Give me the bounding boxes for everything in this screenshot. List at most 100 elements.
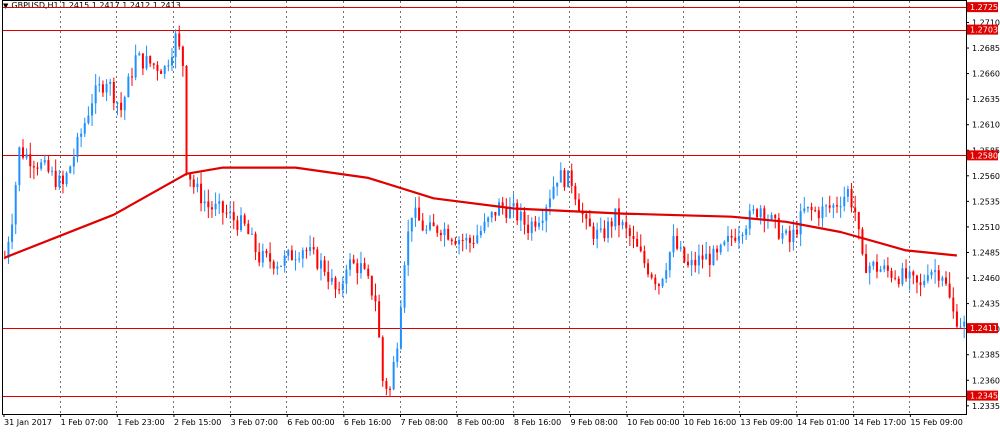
candle-body bbox=[745, 228, 748, 235]
candle-body bbox=[694, 259, 697, 266]
candle-body bbox=[945, 277, 948, 284]
candle-body bbox=[588, 218, 591, 227]
candle-body bbox=[705, 253, 708, 260]
price-level-box bbox=[967, 2, 998, 13]
candle-body bbox=[647, 263, 650, 275]
candle-body bbox=[65, 172, 68, 185]
candle-body bbox=[796, 229, 799, 235]
candle-body bbox=[806, 206, 809, 209]
candle-body bbox=[687, 261, 690, 266]
y-tick-label: 1.2635 bbox=[972, 95, 1000, 104]
candle-body bbox=[80, 133, 83, 137]
candle-body bbox=[828, 205, 831, 208]
candle-body bbox=[963, 321, 966, 327]
candle-body bbox=[214, 203, 217, 210]
candle-body bbox=[596, 229, 599, 239]
y-axis: 1.27101.26851.26601.26351.26101.25851.25… bbox=[966, 18, 1000, 411]
candle-body bbox=[167, 65, 170, 67]
candle-body bbox=[777, 218, 780, 239]
candle-body bbox=[381, 337, 384, 381]
candle-body bbox=[846, 188, 849, 197]
candle-body bbox=[189, 173, 192, 180]
candle-body bbox=[58, 175, 61, 187]
candle-body bbox=[418, 207, 421, 221]
candle-body bbox=[378, 301, 381, 338]
candle-body bbox=[356, 263, 359, 274]
candle-body bbox=[676, 235, 679, 249]
candle-body bbox=[156, 64, 159, 71]
candle-body bbox=[541, 220, 544, 223]
candle-body bbox=[708, 253, 711, 266]
candle-body bbox=[254, 233, 257, 252]
candle-body bbox=[123, 97, 126, 111]
y-tick-label: 1.2435 bbox=[972, 300, 1000, 309]
candle-body bbox=[592, 226, 595, 239]
price-level-label: 1.2411 bbox=[970, 324, 998, 333]
candle-body bbox=[912, 271, 915, 276]
candle-body bbox=[748, 210, 751, 229]
candle-body bbox=[250, 233, 253, 235]
candle-body bbox=[269, 253, 272, 262]
candle-body bbox=[352, 259, 355, 264]
y-tick-label: 1.2710 bbox=[972, 18, 1000, 27]
candle-body bbox=[607, 221, 610, 239]
candle-body bbox=[581, 211, 584, 215]
candle-body bbox=[479, 230, 482, 236]
y-tick-label: 1.2510 bbox=[972, 223, 1000, 232]
ma-line bbox=[4, 166, 958, 259]
candle-body bbox=[160, 70, 163, 74]
candle-body bbox=[941, 277, 944, 281]
candle-body bbox=[716, 248, 719, 253]
candle-body bbox=[192, 179, 195, 188]
candle-body bbox=[163, 66, 166, 74]
candle-body bbox=[476, 235, 479, 243]
candle-body bbox=[447, 228, 450, 240]
symbol-label: GBPUSD,H1 bbox=[11, 1, 59, 10]
candle-body bbox=[712, 248, 715, 266]
candle-body bbox=[436, 226, 439, 233]
y-tick-label: 1.2560 bbox=[972, 172, 1000, 181]
candle-body bbox=[650, 274, 653, 278]
candle-body bbox=[814, 210, 817, 212]
y-tick-label: 1.2660 bbox=[972, 70, 1000, 79]
candle-body bbox=[756, 209, 759, 218]
candle-body bbox=[621, 222, 624, 226]
candle-body bbox=[948, 283, 951, 298]
candle-body bbox=[959, 326, 962, 328]
price-level-box bbox=[967, 24, 998, 35]
candle-body bbox=[850, 188, 853, 208]
candle-body bbox=[759, 208, 762, 218]
candle-body bbox=[883, 265, 886, 270]
candle-body bbox=[661, 278, 664, 287]
triangle-down-icon[interactable]: ▼ bbox=[3, 2, 9, 10]
candle-body bbox=[901, 268, 904, 285]
candle-body bbox=[112, 81, 115, 104]
x-tick-label: 1 Feb 23:00 bbox=[117, 418, 164, 427]
x-tick-label: 6 Feb 00:00 bbox=[287, 418, 334, 427]
candle-body bbox=[152, 63, 155, 65]
candle-body bbox=[854, 207, 857, 213]
candle-body bbox=[450, 239, 453, 242]
candle-body bbox=[32, 166, 35, 168]
x-tick-label: 6 Feb 16:00 bbox=[344, 418, 391, 427]
candle-body bbox=[577, 199, 580, 212]
candle-body bbox=[414, 207, 417, 218]
candle-body bbox=[305, 250, 308, 252]
candle-body bbox=[218, 201, 221, 204]
candle-body bbox=[399, 307, 402, 349]
price-level-label: 1.2725 bbox=[970, 3, 998, 12]
candle-body bbox=[781, 233, 784, 239]
candle-body bbox=[225, 212, 228, 214]
grid-lines bbox=[60, 1, 910, 414]
candle-body bbox=[345, 269, 348, 284]
candle-body bbox=[886, 265, 889, 271]
candle-body bbox=[385, 380, 388, 389]
candle-body bbox=[319, 260, 322, 269]
candle-body bbox=[403, 265, 406, 308]
x-tick-label: 14 Feb 17:00 bbox=[854, 418, 906, 427]
y-tick-label: 1.2685 bbox=[972, 44, 1000, 53]
candle-body bbox=[309, 247, 312, 251]
candle-body bbox=[723, 241, 726, 245]
